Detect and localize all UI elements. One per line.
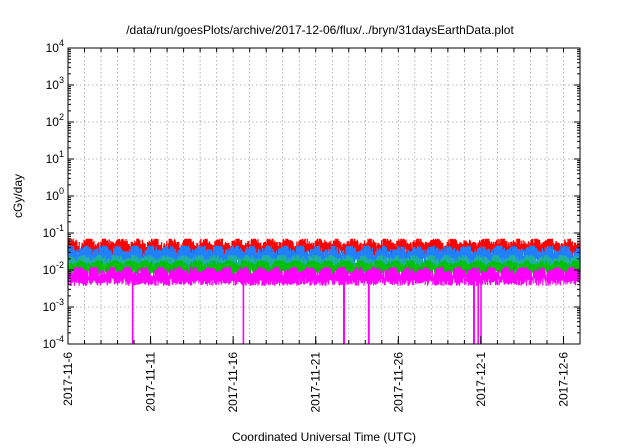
y-tick-label: 101	[46, 149, 64, 166]
y-tick-label: 100	[46, 186, 64, 203]
x-tick-label: 2017-11-26	[391, 352, 405, 413]
x-axis-label: Coordinated Universal Time (UTC)	[232, 430, 416, 444]
y-tick-label: 10-4	[43, 334, 64, 351]
x-tick-label: 2017-11-11	[144, 352, 158, 412]
y-axis-label-group: cGy/day	[11, 174, 25, 218]
x-tick-label: 2017-11-21	[309, 352, 323, 413]
y-tick-label: 10-3	[43, 297, 64, 314]
y-tick-label: 103	[46, 75, 64, 92]
y-axis-label: cGy/day	[11, 174, 25, 218]
x-tick-label: 2017-11-6	[61, 352, 75, 406]
chart-title: /data/run/goesPlots/archive/2017-12-06/f…	[126, 23, 514, 37]
x-tick-label: 2017-12-6	[556, 352, 570, 407]
series-group	[67, 238, 581, 344]
x-tick-label: 2017-11-16	[226, 352, 240, 413]
y-tick-label: 104	[46, 38, 64, 55]
y-tick-label: 102	[46, 112, 64, 129]
grid	[68, 48, 580, 344]
y-tick-label: 10-1	[43, 223, 64, 240]
ticks: 10-4 10-3 10-2 10-1 100 101 102 103 104 2017-11-6…	[43, 38, 581, 413]
y-tick-label: 10-2	[43, 260, 64, 277]
x-tick-label: 2017-12-1	[474, 352, 488, 407]
series-5-line	[67, 267, 581, 344]
